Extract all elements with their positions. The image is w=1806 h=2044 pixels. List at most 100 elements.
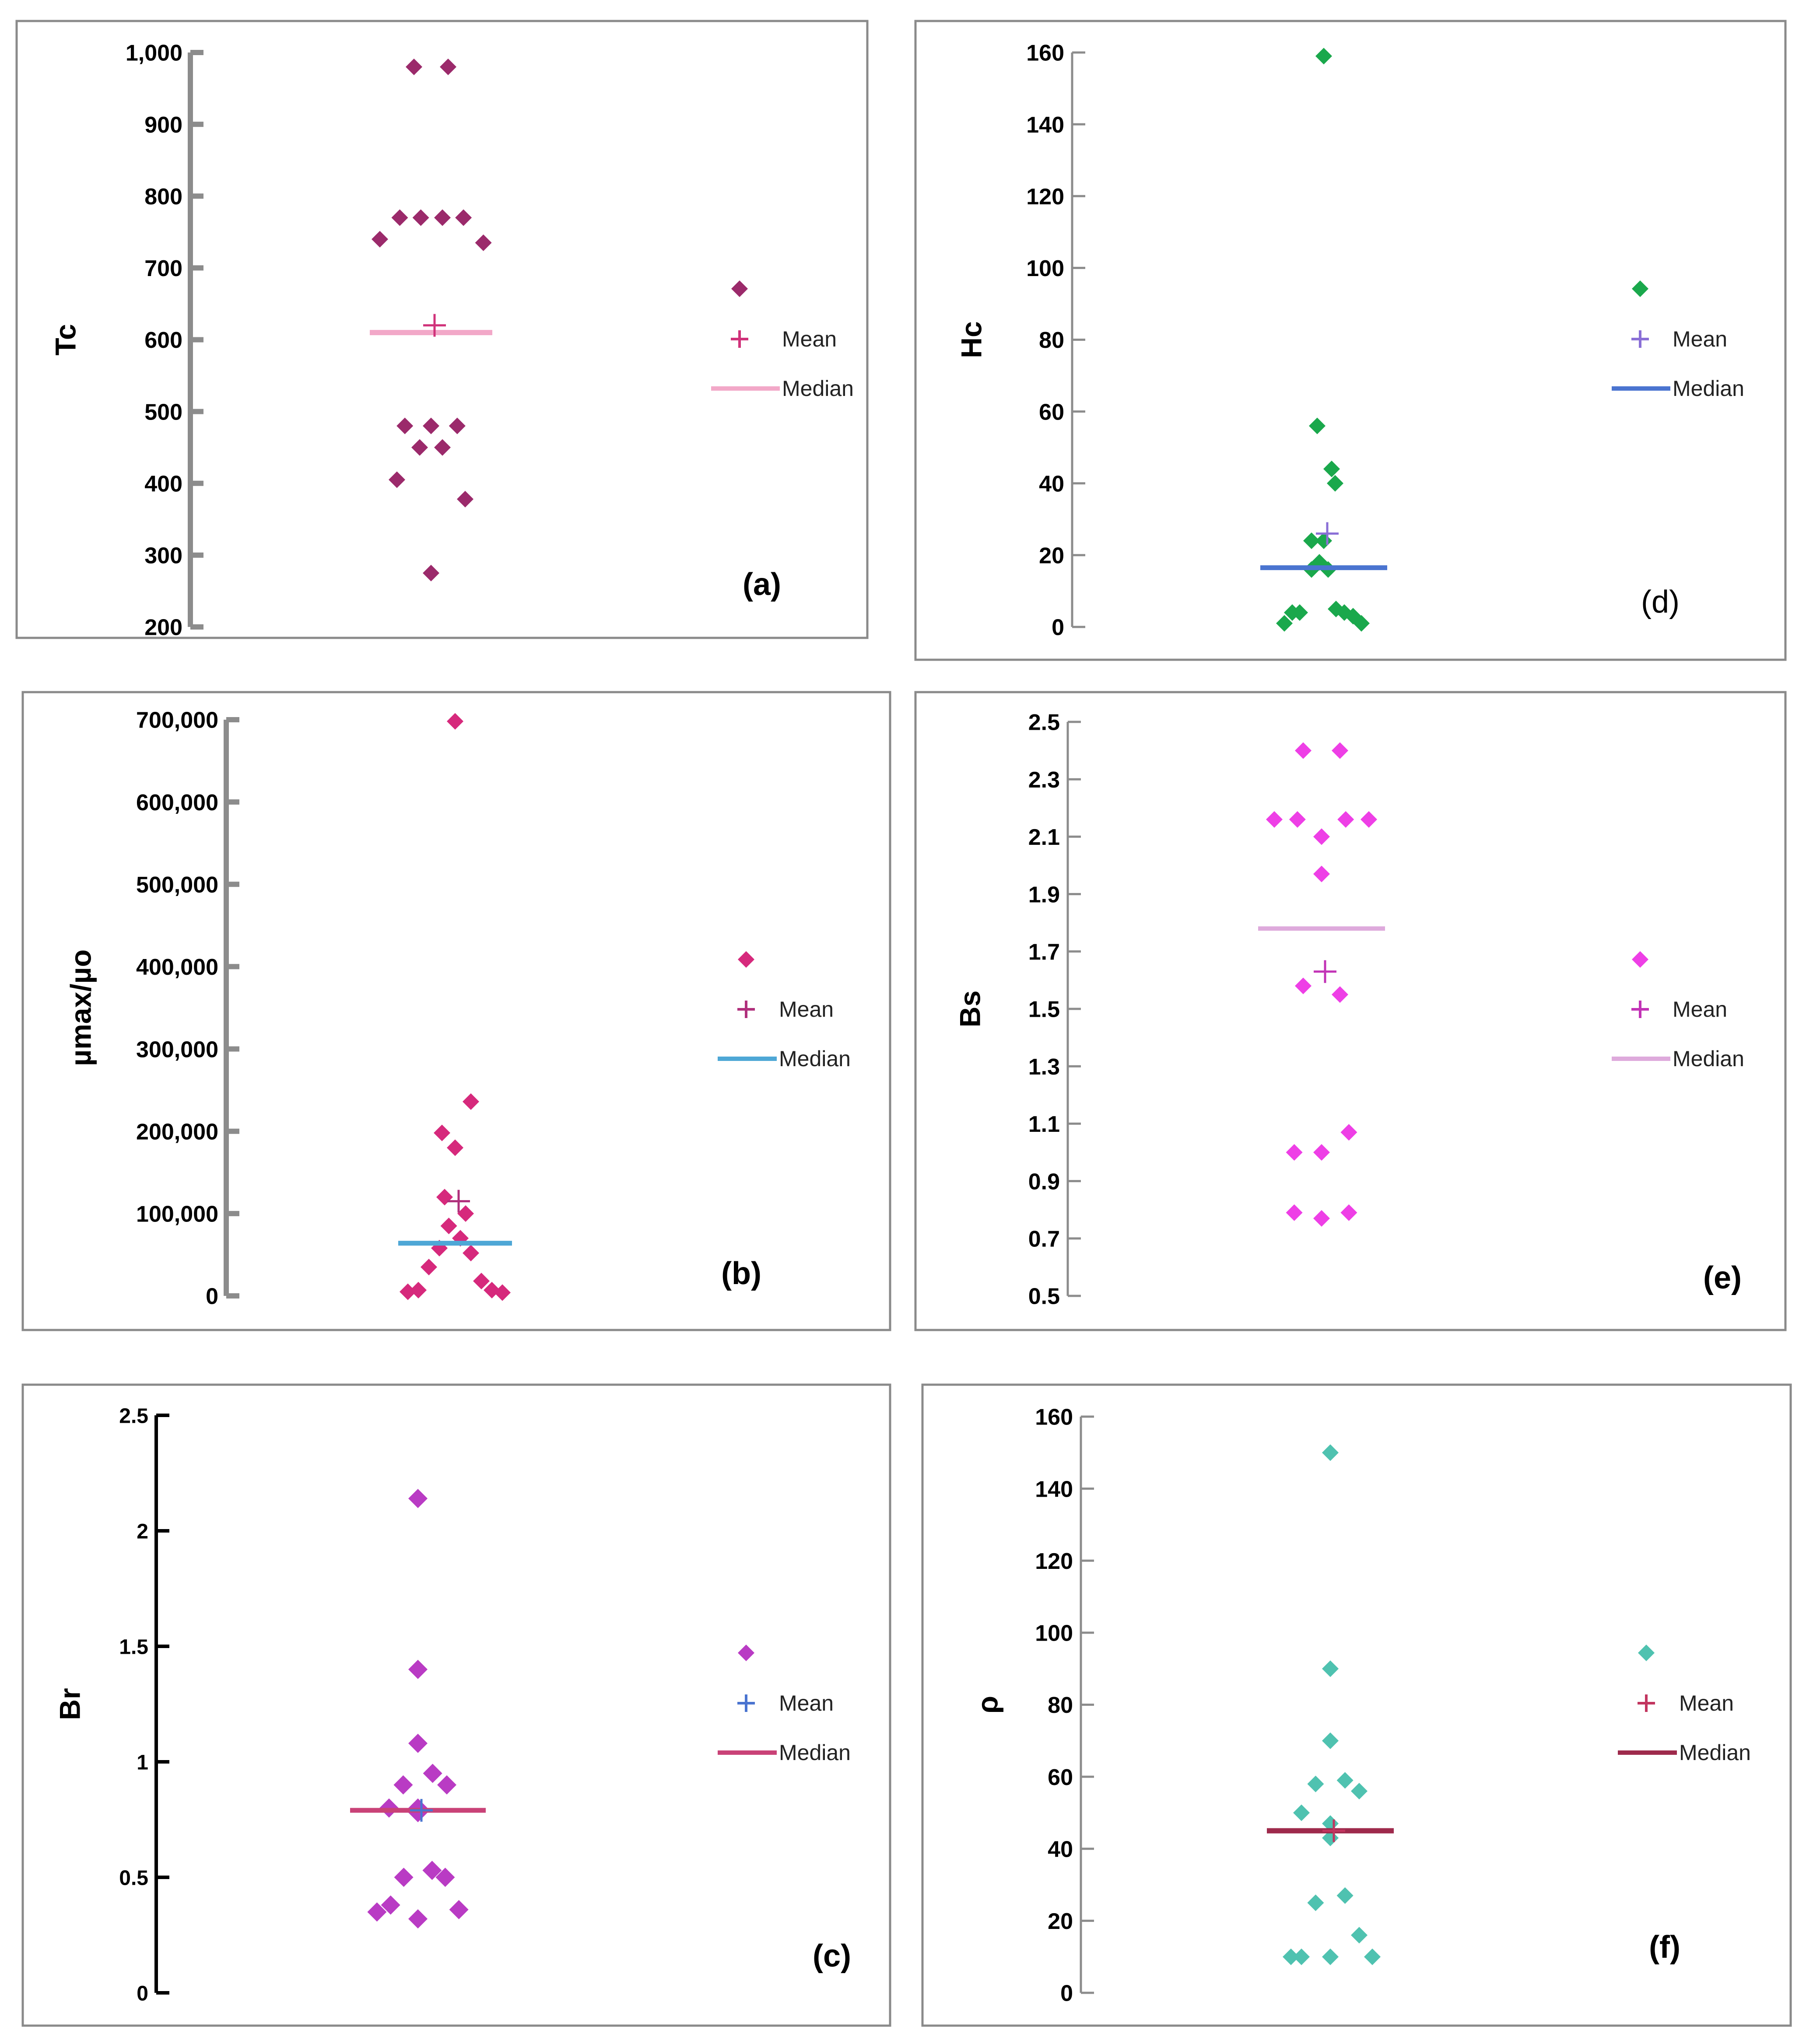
legend-series-marker xyxy=(1632,951,1648,968)
y-tick-label: 20 xyxy=(1039,543,1064,569)
data-point xyxy=(1322,1948,1339,1965)
data-point xyxy=(367,1902,387,1922)
y-tick-label: 900 xyxy=(144,112,182,138)
data-point xyxy=(1289,811,1306,828)
legend-mean-label: Mean xyxy=(782,327,837,351)
mean-marker xyxy=(1316,522,1339,545)
legend: Mean Median xyxy=(718,1645,851,1765)
data-point xyxy=(1337,811,1354,828)
data-point xyxy=(1295,977,1312,994)
data-point xyxy=(447,1139,463,1156)
data-point xyxy=(400,1283,416,1300)
y-tick-label: 20 xyxy=(1048,1909,1073,1934)
data-point xyxy=(1313,1144,1330,1161)
panel-label: (c) xyxy=(813,1939,851,1974)
legend-mean-marker xyxy=(731,330,748,348)
data-point xyxy=(412,209,429,226)
legend-median-label: Median xyxy=(1679,1740,1751,1765)
y-tick-label: 2.1 xyxy=(1028,825,1060,850)
data-point xyxy=(463,1245,479,1262)
y-tick-label: 60 xyxy=(1039,399,1064,425)
y-axis-title: µmax/µo xyxy=(64,949,97,1066)
data-point xyxy=(1322,1660,1339,1677)
data-point xyxy=(393,1775,413,1795)
y-tick-label: 500,000 xyxy=(136,872,218,898)
y-axis-title: ρ xyxy=(971,1696,1003,1714)
y-tick-label: 2.3 xyxy=(1028,767,1060,793)
legend-mean-marker xyxy=(737,1001,755,1018)
y-tick-label: 1 xyxy=(137,1751,148,1774)
y-tick-label: 1.3 xyxy=(1028,1054,1060,1080)
data-point xyxy=(423,1764,442,1783)
mean-marker xyxy=(1322,1819,1345,1842)
legend-median-label: Median xyxy=(779,1740,851,1765)
data-point xyxy=(1322,1444,1339,1461)
data-point xyxy=(434,1124,450,1141)
panel-label: (f) xyxy=(1649,1930,1680,1965)
chart-panel-4: 0 20 40 60 80 100 120 140 160 Hc Mean Median (d) xyxy=(914,20,1787,661)
data-point xyxy=(1351,1783,1368,1800)
chart-panel-1: 200 300 400 500 600 700 800 900 1,000 Tc Mean Media… xyxy=(15,20,869,640)
y-tick-label: 500 xyxy=(144,399,182,425)
y-tick-label: 700,000 xyxy=(136,708,218,733)
data-point xyxy=(437,1775,456,1795)
data-point xyxy=(1340,1204,1357,1221)
data-point xyxy=(1364,1948,1381,1965)
mean-marker xyxy=(447,1190,470,1213)
y-tick-label: 300,000 xyxy=(136,1037,218,1062)
y-tick-label: 80 xyxy=(1039,328,1064,353)
data-point xyxy=(1307,1894,1324,1911)
y-tick-label: 300 xyxy=(144,543,182,569)
legend-series-marker xyxy=(738,951,754,968)
y-tick-label: 60 xyxy=(1048,1765,1073,1790)
data-point xyxy=(1322,1732,1339,1749)
y-tick-label: 40 xyxy=(1048,1837,1073,1862)
data-point xyxy=(423,564,439,581)
data-point xyxy=(1313,1210,1330,1227)
legend: Mean Median xyxy=(711,280,854,401)
panel-frame xyxy=(21,1383,891,2027)
data-point xyxy=(396,417,414,434)
legend-mean-marker xyxy=(1631,1001,1649,1018)
y-tick-label: 0 xyxy=(1052,615,1064,640)
y-tick-label: 1.9 xyxy=(1028,882,1060,907)
data-point xyxy=(1276,615,1293,632)
data-point xyxy=(411,439,428,456)
data-point xyxy=(473,1273,490,1290)
data-point xyxy=(1293,1948,1310,1965)
panel-label: (a) xyxy=(743,567,781,602)
legend-median-label: Median xyxy=(1673,376,1744,401)
data-point xyxy=(1323,460,1340,477)
data-point xyxy=(1266,811,1283,828)
legend: Mean Median xyxy=(1612,280,1744,401)
data-point xyxy=(408,1659,428,1679)
legend-mean-marker xyxy=(737,1694,755,1712)
data-point xyxy=(389,471,405,488)
data-point xyxy=(440,1218,457,1235)
data-point xyxy=(1332,986,1348,1003)
chart-panel-3: 0 0.5 1 1.5 2 2.5 Br Mean Median (c) xyxy=(21,1383,891,2027)
legend-median-label: Median xyxy=(779,1046,851,1071)
data-point xyxy=(394,1868,414,1887)
legend-mean-label: Mean xyxy=(1673,327,1727,351)
y-tick-label: 0.5 xyxy=(1028,1284,1060,1309)
y-tick-label: 100 xyxy=(1035,1621,1073,1646)
data-point xyxy=(1313,865,1330,882)
data-point xyxy=(434,439,451,456)
y-tick-label: 100,000 xyxy=(136,1202,218,1227)
data-point xyxy=(406,58,422,75)
data-point xyxy=(457,1205,474,1222)
data-point xyxy=(1361,811,1377,828)
y-tick-label: 1.5 xyxy=(1028,997,1060,1022)
data-point xyxy=(457,490,473,508)
chart-panel-6: 0 20 40 60 80 100 120 140 160 ρ Mean Median (f) xyxy=(921,1383,1792,2027)
y-tick-label: 800 xyxy=(144,184,182,210)
y-tick-label: 0 xyxy=(137,1982,148,2005)
y-tick-label: 0.5 xyxy=(119,1866,148,1890)
data-point xyxy=(391,209,408,226)
data-point xyxy=(408,1909,428,1929)
data-point xyxy=(1283,1948,1299,1965)
data-point xyxy=(1295,742,1312,759)
data-point xyxy=(408,1489,428,1508)
